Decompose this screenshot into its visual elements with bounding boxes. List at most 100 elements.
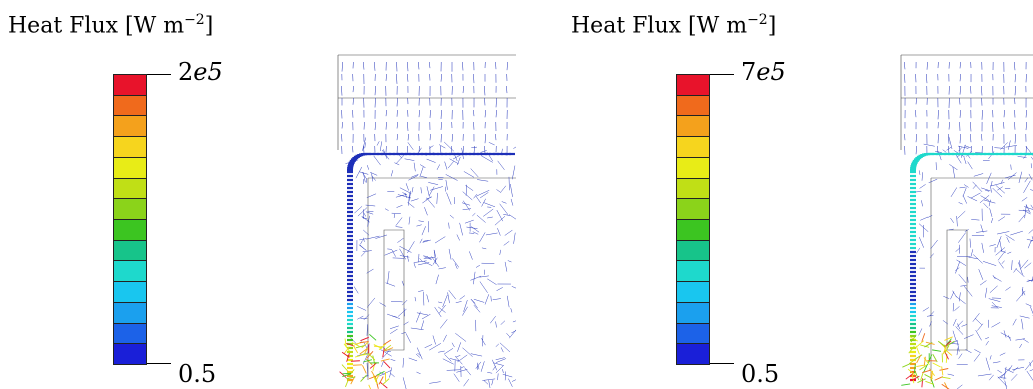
hot-flux-vector [369,333,377,341]
hot-flux-vector [911,374,915,384]
flux-vector [1019,315,1030,319]
flux-vector [1023,180,1031,193]
flux-vector [1026,279,1033,283]
flux-vector [397,308,407,317]
flux-vector [1016,290,1026,302]
flux-vector [366,268,374,274]
flux-vector [440,121,442,131]
flux-vector [973,353,981,362]
flux-vector [473,73,475,84]
flux-vector [362,137,366,151]
flux-vector [399,245,412,253]
hot-flux-vector [911,375,920,381]
flux-vector [385,350,391,352]
flux-vector [357,306,367,311]
colorbar-title: Heat Flux [W m−2] [8,12,213,38]
flux-vector [970,133,972,143]
flux-vector [374,85,376,96]
flux-vector [502,374,513,378]
flux-vector [496,287,503,291]
flux-vector [919,184,926,189]
flux-vector [1026,238,1033,241]
flux-vector [447,292,450,304]
flux-vector [1008,335,1012,342]
flux-vector [915,145,917,155]
flux-vector [484,133,486,144]
colorbar [113,74,147,365]
flux-vector [449,358,460,362]
flux-vector [982,261,997,266]
flux-vector [395,217,403,226]
flux-vector [508,378,513,387]
flux-vector [387,271,390,284]
flux-vector [929,321,932,327]
flux-vector [964,184,969,188]
flux-vector [460,366,465,369]
flux-vector [1024,360,1033,371]
flux-vector [1004,174,1016,179]
flux-vector [466,226,478,229]
flux-vector [1022,338,1029,343]
colorbar-segment [676,239,710,262]
flux-vector [363,342,368,350]
flux-vector [1024,177,1029,183]
flux-vector [992,187,1003,198]
flux-vector [920,216,929,221]
flux-vector [1030,306,1033,315]
flux-vector [915,97,917,105]
flux-vector [1003,109,1005,118]
flux-vector [455,301,462,303]
flux-vector [969,238,971,248]
flux-vector [410,327,424,330]
flux-vector [964,229,969,232]
hot-flux-vector [939,368,949,371]
flux-vector [992,145,994,154]
flux-vector [402,299,408,306]
flux-vector [407,241,415,254]
flux-vector [454,355,463,365]
flux-vector [1029,362,1032,367]
flux-vector [421,314,431,320]
hot-flux-vector [932,362,941,368]
hot-flux-vector [368,353,376,361]
flux-vector [407,202,415,208]
flux-vector [463,299,468,312]
flux-vector [991,322,1001,328]
flux-vector [394,162,400,166]
flux-vector [997,250,1006,261]
hot-flux-vector [359,348,368,355]
flux-vector [354,206,363,214]
flux-vector [462,347,473,357]
flux-vector [970,249,974,257]
flux-vector [999,352,1006,356]
flux-vector [481,247,487,250]
flux-vector [1026,370,1033,381]
flux-vector [954,306,960,311]
flux-vector [500,320,506,325]
colorbar-segment [113,219,147,241]
flux-vector [990,185,992,193]
flux-vector [363,237,365,242]
flux-vector [989,355,992,360]
flux-vector [411,186,414,193]
flux-vector [418,61,420,70]
flux-vector [495,343,499,347]
flux-vector [473,193,478,199]
flux-vector [974,318,983,325]
flux-vector [497,160,505,170]
flux-vector [471,146,478,149]
flux-vector [408,357,418,362]
hot-flux-vector [368,375,378,380]
flux-vector [958,232,966,243]
flux-vector [915,109,917,118]
flux-vector [410,198,419,202]
flux-vector [495,357,505,361]
flux-vector [408,216,411,225]
flux-vector [985,340,989,346]
flux-vector [457,156,461,166]
hot-flux-vector [925,380,935,385]
flux-vector [981,187,991,192]
hot-flux-vector [916,364,926,368]
flux-vector [470,299,476,304]
hot-flux-vector [365,358,373,366]
